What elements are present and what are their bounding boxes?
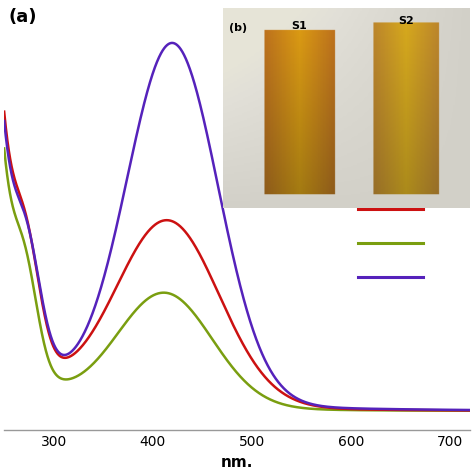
Text: (a): (a) — [9, 9, 37, 27]
X-axis label: nm.: nm. — [221, 455, 253, 470]
